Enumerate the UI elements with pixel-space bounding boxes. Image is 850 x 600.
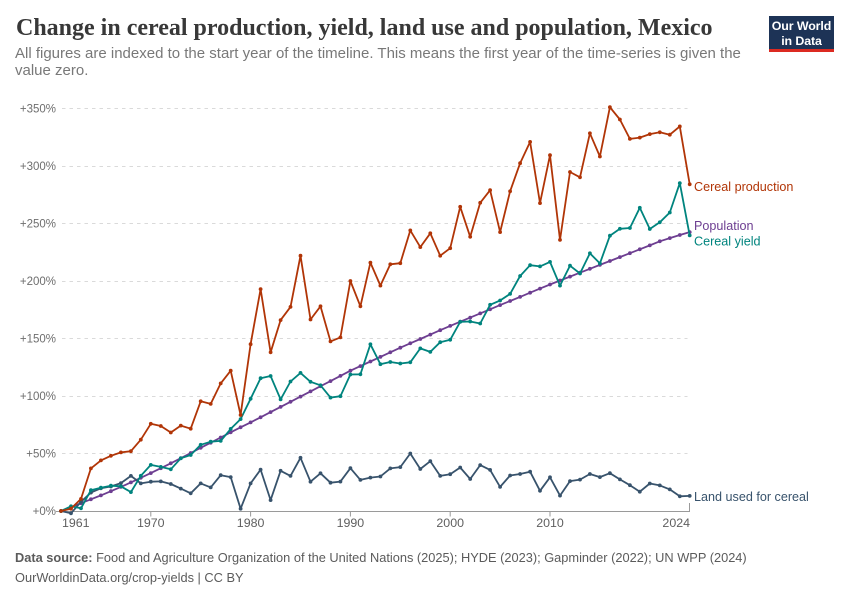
svg-text:+0%: +0% — [33, 506, 56, 518]
svg-text:1970: 1970 — [137, 516, 165, 530]
svg-text:+50%: +50% — [26, 449, 56, 461]
svg-text:+250%: +250% — [20, 219, 56, 231]
svg-text:+200%: +200% — [20, 276, 56, 288]
svg-text:2024: 2024 — [662, 516, 690, 530]
svg-text:1961: 1961 — [62, 516, 90, 530]
svg-text:2000: 2000 — [436, 516, 464, 530]
svg-text:+350%: +350% — [20, 104, 56, 116]
svg-text:+150%: +150% — [20, 334, 56, 346]
svg-text:Cereal production: Cereal production — [694, 180, 793, 194]
svg-text:1980: 1980 — [237, 516, 265, 530]
svg-text:2010: 2010 — [536, 516, 564, 530]
svg-text:Population: Population — [694, 219, 754, 233]
svg-text:+300%: +300% — [20, 161, 56, 173]
svg-text:1990: 1990 — [337, 516, 365, 530]
svg-text:+100%: +100% — [20, 391, 56, 403]
svg-text:Land used for cereal: Land used for cereal — [694, 490, 809, 504]
svg-text:Cereal yield: Cereal yield — [694, 235, 761, 249]
